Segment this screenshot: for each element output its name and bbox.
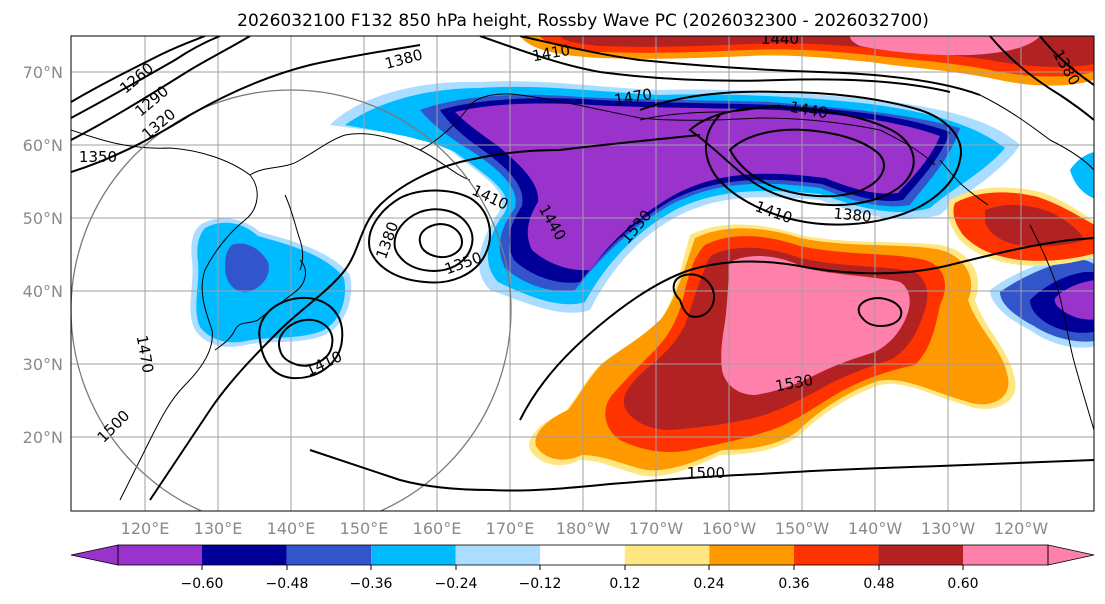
colorbar-segment [540, 545, 625, 565]
lat-label-60n: 60°N [23, 136, 63, 155]
lat-label-70n: 70°N [23, 63, 63, 82]
range-circle [71, 89, 512, 511]
contour-label-1350-west: 1350 [79, 148, 117, 166]
colorbar-extend-min [70, 544, 119, 566]
lon-label-150e: 150°E [340, 519, 389, 538]
lon-label-170w: 170°W [629, 519, 684, 538]
colorbar-tick-label: −0.48 [266, 576, 309, 592]
colorbar-tick-label: 0.24 [693, 576, 724, 592]
lon-label-120e: 120°E [121, 519, 170, 538]
colorbar-tick-label: 0.48 [863, 576, 894, 592]
lon-label-130w: 130°W [921, 519, 976, 538]
lat-label-50n: 50°N [23, 209, 63, 228]
colorbar-segment [455, 545, 541, 565]
colorbar-tick-label: 0.36 [778, 576, 809, 592]
colorbar-segment [709, 545, 794, 565]
colorbar-tick-label: −0.12 [519, 576, 562, 592]
colorbar-segment [963, 545, 1048, 565]
lon-label-180w: 180°W [556, 519, 611, 538]
colorbar: −0.60 −0.48 −0.36 −0.24 −0.12 0.12 0.24 … [70, 544, 1095, 592]
colorbar-segment [118, 545, 202, 565]
pos-arctic-pink [850, 36, 1040, 56]
colorbar-segment [624, 545, 710, 565]
lon-label-160w: 160°W [702, 519, 757, 538]
lat-label-30n: 30°N [23, 355, 63, 374]
pos-goa-darkred [985, 204, 1085, 247]
colorbar-tick-label: −0.24 [435, 576, 478, 592]
colorbar-tick-label: 0.60 [947, 576, 978, 592]
colorbar-tick-label: −0.36 [350, 576, 393, 592]
neg-japan-blue [225, 243, 269, 293]
lon-label-120w: 120°W [994, 519, 1049, 538]
lon-label-130e: 130°E [194, 519, 243, 538]
colorbar-tick-label: −0.60 [181, 576, 224, 592]
lat-label-20n: 20°N [23, 428, 63, 447]
lon-label-140w: 140°W [848, 519, 903, 538]
colorbar-tick-label: 0.12 [609, 576, 640, 592]
longitude-labels: 120°E 130°E 140°E 150°E 160°E 170°E 180°… [121, 519, 1049, 538]
contour-label-1440-top: 1440 [761, 30, 799, 48]
map-panel: 1260 1290 1320 1350 1380 1410 1440 1470 … [70, 30, 1095, 512]
coastlines [71, 93, 1094, 501]
colorbar-ticks [201, 565, 964, 570]
height-contours [71, 36, 1094, 501]
lon-label-170e: 170°E [486, 519, 535, 538]
colorbar-extend-max [1047, 544, 1095, 566]
graticule [71, 36, 1094, 511]
lon-label-150w: 150°W [775, 519, 830, 538]
lon-label-140e: 140°E [267, 519, 316, 538]
latitude-labels: 70°N 60°N 50°N 40°N 30°N 20°N [23, 63, 63, 447]
contour-label-1500-south: 1500 [687, 464, 725, 482]
colorbar-segment [793, 545, 879, 565]
colorbar-segment [371, 545, 456, 565]
contour-label-1380-alaska: 1380 [833, 204, 873, 225]
chart-title: 2026032100 F132 850 hPa height, Rossby W… [237, 11, 929, 31]
colorbar-segment [202, 545, 287, 565]
colorbar-segment [878, 545, 963, 565]
neg-east-purple [1054, 280, 1094, 320]
lat-label-40n: 40°N [23, 282, 63, 301]
lon-label-160e: 160°E [413, 519, 462, 538]
colorbar-segment [286, 545, 372, 565]
